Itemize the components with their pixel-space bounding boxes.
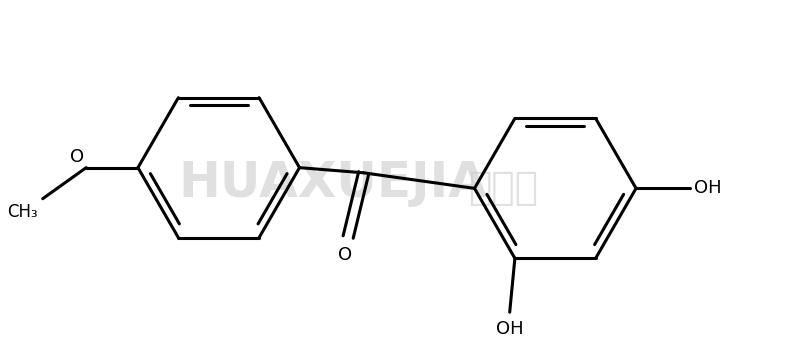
Text: OH: OH xyxy=(496,320,523,339)
Text: 化学加: 化学加 xyxy=(469,169,538,207)
Text: O: O xyxy=(338,246,352,265)
Text: CH₃: CH₃ xyxy=(7,203,38,221)
Text: HUAXUEJIA: HUAXUEJIA xyxy=(178,159,487,207)
Text: O: O xyxy=(70,148,84,166)
Text: OH: OH xyxy=(694,179,722,197)
